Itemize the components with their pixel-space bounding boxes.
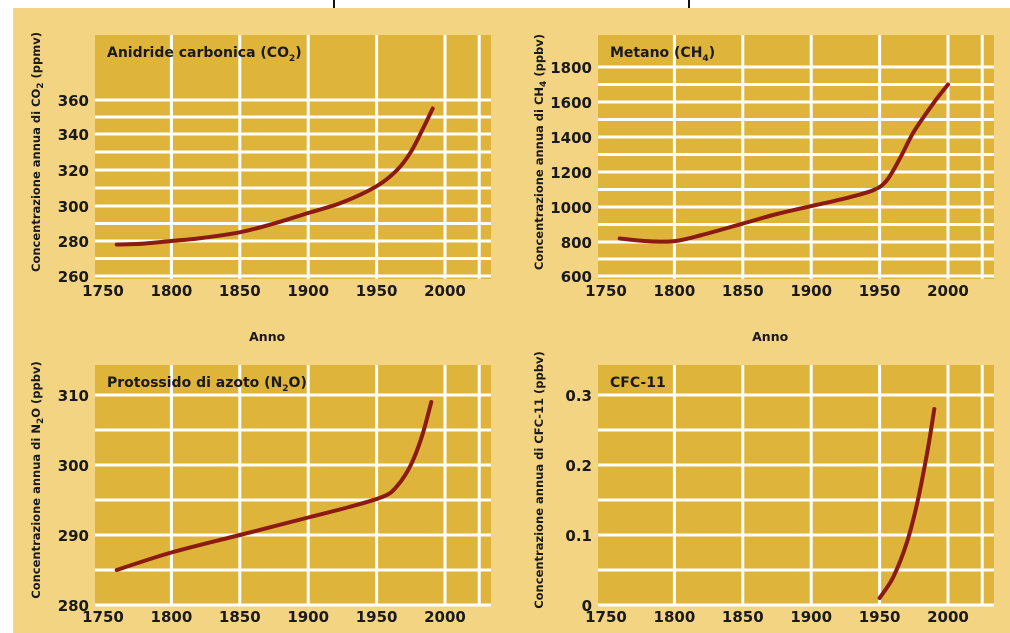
x-tick-label: 1800 (654, 282, 696, 300)
y-tick-label: 0.1 (565, 527, 592, 545)
y-tick-label: 800 (561, 234, 592, 252)
y-tick-label: 300 (58, 457, 89, 475)
x-tick-label: 1950 (859, 282, 901, 300)
y-tick-label: 1400 (550, 129, 592, 147)
x-tick-label: 1950 (356, 282, 398, 300)
y-tick-label: 290 (58, 527, 89, 545)
x-tick-label: 1750 (82, 608, 124, 626)
series-line (877, 407, 937, 600)
series-line (114, 106, 435, 247)
x-axis-title: Anno (752, 329, 788, 344)
x-tick-label: 1950 (356, 608, 398, 626)
y-tick-label: 260 (58, 268, 89, 286)
series-line (114, 400, 434, 572)
top-cropped-caption-strip (0, 0, 1010, 8)
y-tick-label: 1200 (550, 164, 592, 182)
panel-title: Metano (CH4) (610, 45, 715, 64)
y-tick-label: 1600 (550, 94, 592, 112)
y-tick-label: 360 (58, 92, 89, 110)
y-tick-label: 600 (561, 268, 592, 286)
x-tick-label: 2000 (424, 282, 466, 300)
y-tick-label: 280 (58, 597, 89, 615)
caption-mark (333, 0, 335, 8)
chart-panel-3: Protossido di azoto (N2O) 280 290 300 310 175… (29, 361, 491, 626)
panel-title: Anidride carbonica (CO2) (107, 45, 302, 64)
plot-area (598, 365, 994, 605)
y-tick-label: 280 (58, 233, 89, 251)
y-tick-label: 0.3 (565, 387, 592, 405)
x-tick-label: 1900 (287, 282, 329, 300)
x-tick-label: 1750 (585, 608, 627, 626)
x-tick-label: 2000 (424, 608, 466, 626)
chart-panel-4: CFC-11 0 0.1 0.2 0.3 1750 1800 1850 1900 1950 2000… (532, 351, 994, 626)
x-axis-title: Anno (249, 329, 285, 344)
x-tick-label: 1800 (151, 608, 193, 626)
x-tick-label: 1850 (219, 608, 261, 626)
x-tick-label: 1900 (287, 608, 329, 626)
y-tick-label: 0.2 (565, 457, 592, 475)
plot-area (598, 35, 994, 279)
plot-area (95, 365, 491, 605)
y-tick-label: 1800 (550, 59, 592, 77)
x-tick-label: 1850 (219, 282, 261, 300)
x-tick-label: 1750 (585, 282, 627, 300)
x-tick-label: 1800 (151, 282, 193, 300)
panel-title: CFC-11 (610, 375, 666, 391)
x-tick-label: 1800 (654, 608, 696, 626)
y-tick-label: 340 (58, 126, 89, 144)
x-tick-label: 1900 (790, 608, 832, 626)
y-axis-title: Concentrazione annua di CFC-11 (ppbv) (532, 351, 546, 609)
x-tick-label: 1850 (722, 608, 764, 626)
x-tick-label: 2000 (927, 608, 969, 626)
y-tick-label: 0 (582, 597, 592, 615)
y-tick-label: 1000 (550, 199, 592, 217)
y-axis-title: Concentrazione annua di CH4 (ppbv) (532, 34, 549, 270)
x-tick-label: 1950 (859, 608, 901, 626)
chart-panel-2: Metano (CH4) 600 800 1000 1200 1400 1600 1800 17… (532, 34, 994, 344)
series-line (617, 82, 950, 244)
x-tick-label: 1850 (722, 282, 764, 300)
x-tick-label: 2000 (927, 282, 969, 300)
y-tick-label: 300 (58, 198, 89, 216)
chart-panel-1: Anidride carbonica (CO2) 260 280 300 320 340 3… (29, 32, 491, 344)
y-axis-title: Concentrazione annua di CO2 (ppmv) (29, 32, 46, 272)
plot-area (95, 35, 491, 279)
y-axis-title: Concentrazione annua di N2O (ppbv) (29, 361, 46, 598)
panel-title: Protossido di azoto (N2O) (107, 375, 307, 394)
caption-mark (688, 0, 690, 8)
y-tick-label: 320 (58, 162, 89, 180)
x-tick-label: 1750 (82, 282, 124, 300)
y-tick-label: 310 (58, 387, 89, 405)
x-tick-label: 1900 (790, 282, 832, 300)
